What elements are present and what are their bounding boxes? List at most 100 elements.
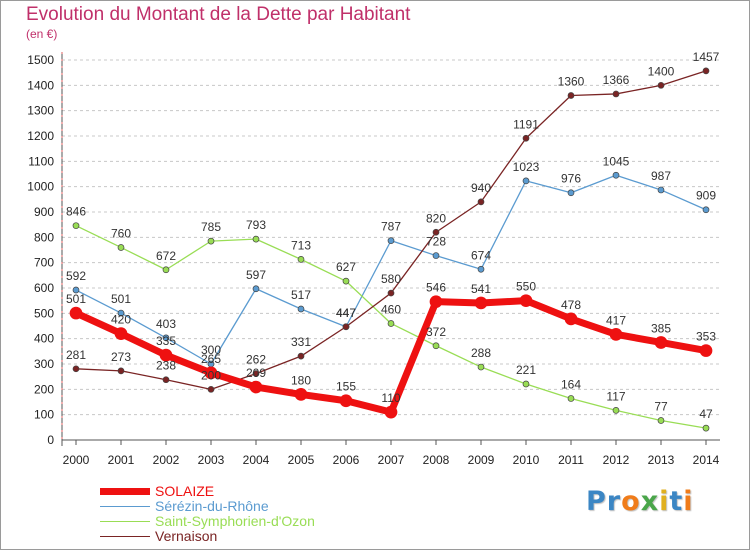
y-tick-label: 300 — [34, 357, 54, 371]
y-tick-label: 700 — [34, 256, 54, 270]
data-label-saint-symphorien-d-ozon: 672 — [156, 249, 176, 263]
chart-title: Evolution du Montant de la Dette par Hab… — [26, 4, 411, 25]
data-point-vernaison — [252, 370, 260, 377]
x-tick-label: 2012 — [603, 453, 630, 467]
data-label-saint-symphorien-d-ozon: 760 — [111, 226, 131, 240]
data-label-saint-symphorien-d-ozon: 164 — [561, 377, 581, 391]
data-label-serezin-du-rhone: 1045 — [603, 154, 630, 168]
data-point-vernaison — [342, 323, 350, 331]
data-label-vernaison: 1191 — [513, 117, 539, 131]
data-point-vernaison — [702, 67, 710, 75]
x-tick-label: 2013 — [648, 453, 675, 467]
data-point-saint-symphorien-d-ozon — [702, 424, 710, 432]
data-label-vernaison: 447 — [336, 306, 356, 320]
data-point-solaize — [339, 394, 353, 408]
data-label-saint-symphorien-d-ozon: 288 — [471, 346, 491, 360]
data-point-serezin-du-rhone — [297, 305, 305, 313]
legend-swatch — [100, 535, 150, 538]
data-label-saint-symphorien-d-ozon: 47 — [699, 407, 713, 421]
data-label-saint-symphorien-d-ozon: 460 — [381, 302, 401, 316]
data-point-vernaison — [477, 198, 485, 206]
x-tick-label: 2001 — [108, 453, 135, 467]
data-label-solaize: 353 — [696, 330, 716, 344]
y-tick-label: 800 — [34, 230, 54, 244]
data-label-solaize: 265 — [201, 352, 221, 366]
data-point-serezin-du-rhone — [252, 285, 260, 293]
data-label-vernaison: 200 — [201, 368, 221, 382]
data-point-saint-symphorien-d-ozon — [522, 380, 530, 388]
x-tick-label: 2004 — [243, 453, 270, 467]
data-label-serezin-du-rhone: 976 — [561, 172, 581, 186]
data-point-solaize — [519, 294, 533, 308]
data-point-saint-symphorien-d-ozon — [477, 363, 485, 371]
data-label-solaize: 420 — [111, 313, 131, 327]
data-point-saint-symphorien-d-ozon — [387, 320, 395, 327]
data-label-saint-symphorien-d-ozon: 77 — [654, 399, 668, 413]
proxiti-logo: Proxiti — [586, 486, 694, 517]
data-label-serezin-du-rhone: 592 — [66, 269, 86, 283]
x-tick-label: 2010 — [513, 453, 540, 467]
legend-label: Vernaison — [155, 528, 218, 544]
logo-letter: i — [683, 486, 694, 517]
data-point-serezin-du-rhone — [612, 171, 620, 179]
data-point-serezin-du-rhone — [117, 309, 125, 317]
data-label-saint-symphorien-d-ozon: 372 — [426, 325, 446, 339]
y-tick-label: 600 — [34, 281, 54, 295]
data-label-serezin-du-rhone: 1023 — [513, 160, 540, 174]
data-label-serezin-du-rhone: 909 — [696, 189, 716, 203]
x-tick-label: 2011 — [558, 453, 584, 467]
y-tick-label: 100 — [34, 408, 54, 422]
y-tick-label: 900 — [34, 205, 54, 219]
data-label-serezin-du-rhone: 517 — [291, 288, 311, 302]
data-point-solaize — [159, 348, 173, 362]
y-tick-label: 1000 — [27, 180, 54, 194]
logo-letter: o — [621, 486, 641, 517]
data-point-solaize — [384, 405, 398, 419]
data-point-vernaison — [612, 90, 620, 98]
data-label-saint-symphorien-d-ozon: 846 — [66, 205, 86, 219]
y-tick-label: 1500 — [27, 53, 54, 67]
logo-letter: t — [669, 486, 684, 517]
data-point-vernaison — [432, 228, 440, 236]
x-tick-label: 2006 — [333, 453, 360, 467]
data-label-solaize: 541 — [471, 282, 491, 296]
data-point-saint-symphorien-d-ozon — [342, 277, 350, 285]
data-label-saint-symphorien-d-ozon: 117 — [606, 389, 625, 403]
data-label-solaize: 335 — [156, 334, 176, 348]
x-tick-label: 2014 — [693, 453, 720, 467]
data-point-saint-symphorien-d-ozon — [432, 342, 440, 350]
data-point-vernaison — [297, 352, 305, 360]
data-label-serezin-du-rhone: 987 — [651, 169, 671, 183]
x-tick-label: 2009 — [468, 453, 495, 467]
data-point-solaize — [294, 388, 308, 401]
data-point-vernaison — [387, 289, 395, 297]
data-point-serezin-du-rhone — [432, 252, 440, 259]
data-label-serezin-du-rhone: 597 — [246, 268, 266, 282]
x-tick-label: 2008 — [423, 453, 450, 467]
data-point-solaize — [69, 306, 83, 320]
data-point-solaize — [474, 296, 488, 310]
x-tick-label: 2002 — [153, 453, 180, 467]
data-label-solaize: 385 — [651, 321, 671, 335]
data-label-serezin-du-rhone: 300 — [201, 343, 221, 357]
y-tick-label: 1100 — [28, 154, 54, 168]
legend-swatch — [100, 520, 150, 523]
data-label-solaize: 180 — [291, 373, 311, 387]
legend-label: SOLAIZE — [155, 483, 215, 499]
y-tick-label: 200 — [34, 382, 54, 396]
data-point-saint-symphorien-d-ozon — [207, 237, 215, 245]
unit-label: (en €) — [26, 27, 58, 41]
data-label-saint-symphorien-d-ozon: 221 — [516, 363, 536, 377]
data-point-vernaison — [657, 81, 665, 89]
data-label-solaize: 478 — [561, 298, 581, 312]
data-label-serezin-du-rhone: 501 — [111, 292, 131, 306]
data-label-saint-symphorien-d-ozon: 793 — [246, 218, 266, 232]
data-label-vernaison: 1400 — [648, 64, 675, 78]
legend-swatch — [100, 488, 150, 495]
data-point-saint-symphorien-d-ozon — [297, 256, 305, 263]
y-tick-label: 1300 — [27, 104, 54, 118]
data-label-solaize: 417 — [606, 313, 626, 327]
data-label-serezin-du-rhone: 787 — [381, 220, 401, 234]
x-tick-label: 2000 — [63, 453, 90, 467]
